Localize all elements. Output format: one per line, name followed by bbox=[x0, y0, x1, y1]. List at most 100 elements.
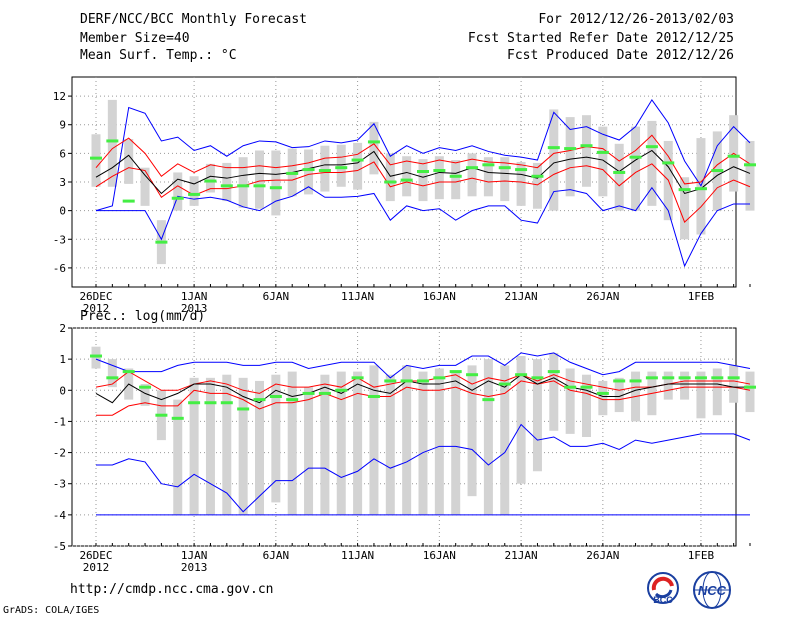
member-size-label: Member Size=40 bbox=[80, 31, 190, 46]
obs-marker bbox=[498, 382, 511, 386]
obs-marker bbox=[678, 376, 691, 380]
x-tick-label: 26JAN bbox=[586, 290, 619, 303]
obs-marker bbox=[155, 413, 168, 417]
range-box bbox=[271, 150, 281, 216]
range-box bbox=[385, 153, 395, 202]
y-tick-label: -3 bbox=[53, 478, 66, 491]
obs-marker bbox=[220, 184, 233, 188]
range-box bbox=[467, 365, 477, 497]
range-box bbox=[532, 359, 542, 472]
range-box bbox=[385, 374, 395, 515]
y-tick-label: 3 bbox=[59, 176, 66, 189]
range-box bbox=[140, 167, 150, 206]
obs-marker bbox=[106, 139, 119, 143]
obs-marker bbox=[629, 155, 642, 159]
obs-marker bbox=[318, 391, 331, 395]
x-tick-label: 11JAN bbox=[341, 549, 374, 562]
range-box bbox=[483, 359, 493, 515]
range-box bbox=[680, 177, 690, 240]
source-url[interactable]: http://cmdp.ncc.cma.gov.cn bbox=[70, 582, 274, 597]
range-box bbox=[680, 371, 690, 400]
y-tick-label: 0 bbox=[59, 384, 66, 397]
range-box bbox=[696, 371, 706, 419]
x-tick-label: 26DEC bbox=[79, 549, 112, 562]
x-tick-label: 6JAN bbox=[263, 549, 290, 562]
obs-marker bbox=[433, 376, 446, 380]
range-box bbox=[402, 156, 412, 197]
obs-marker bbox=[367, 140, 380, 144]
obs-marker bbox=[613, 170, 626, 174]
range-box bbox=[745, 371, 755, 413]
range-box bbox=[582, 374, 591, 437]
obs-marker bbox=[564, 385, 577, 389]
obs-marker bbox=[694, 187, 707, 191]
x-tick-year: 2013 bbox=[181, 561, 208, 574]
range-box bbox=[369, 365, 379, 515]
y-tick-label: 9 bbox=[59, 119, 66, 132]
x-tick-label: 1FEB bbox=[688, 549, 715, 562]
obs-marker bbox=[171, 416, 184, 420]
range-box bbox=[353, 371, 363, 515]
range-box bbox=[663, 371, 673, 400]
x-tick-label: 21JAN bbox=[505, 290, 538, 303]
range-box bbox=[549, 352, 559, 431]
series-max-line bbox=[95, 99, 751, 212]
range-box bbox=[532, 162, 542, 209]
x-tick-year: 2013 bbox=[181, 302, 208, 315]
y-tick-label: -2 bbox=[53, 447, 66, 460]
range-box bbox=[434, 156, 444, 200]
x-tick-label: 26JAN bbox=[586, 549, 619, 562]
obs-marker bbox=[580, 144, 593, 148]
x-tick-label: 21JAN bbox=[505, 549, 538, 562]
obs-marker bbox=[417, 379, 429, 383]
range-box bbox=[549, 109, 559, 211]
range-box bbox=[91, 346, 101, 369]
range-box bbox=[205, 163, 215, 193]
obs-marker bbox=[318, 169, 331, 173]
obs-marker bbox=[596, 150, 609, 154]
obs-marker bbox=[580, 385, 593, 389]
x-tick-label: 1JAN bbox=[181, 549, 208, 562]
obs-marker bbox=[384, 379, 397, 383]
y-tick-label: -6 bbox=[53, 262, 66, 275]
range-box bbox=[712, 368, 722, 416]
obs-marker bbox=[547, 370, 560, 374]
range-box bbox=[173, 172, 183, 211]
obs-marker bbox=[188, 192, 201, 196]
obs-marker bbox=[171, 196, 184, 200]
obs-marker bbox=[531, 174, 544, 178]
bcc-logo-text: BCC bbox=[653, 595, 673, 605]
obs-marker bbox=[122, 370, 135, 374]
range-box bbox=[451, 371, 461, 515]
obs-marker bbox=[564, 147, 577, 151]
obs-marker bbox=[237, 407, 250, 411]
range-box bbox=[238, 157, 248, 208]
obs-marker bbox=[237, 184, 250, 188]
range-box bbox=[173, 399, 183, 515]
range-box bbox=[500, 365, 510, 515]
range-box bbox=[238, 377, 248, 515]
range-box bbox=[500, 157, 510, 202]
range-box bbox=[304, 387, 314, 515]
x-tick-label: 11JAN bbox=[341, 290, 374, 303]
obs-marker bbox=[400, 178, 413, 182]
obs-marker bbox=[335, 166, 348, 170]
obs-marker bbox=[351, 158, 364, 162]
obs-marker bbox=[286, 171, 299, 175]
range-box bbox=[255, 150, 264, 209]
fcst-started-date: Fcst Started Refer Date 2012/12/25 bbox=[467, 31, 734, 46]
y-tick-label: -4 bbox=[53, 509, 67, 522]
obs-marker bbox=[547, 146, 560, 150]
obs-marker bbox=[694, 376, 707, 380]
range-box bbox=[516, 161, 526, 206]
x-tick-label: 16JAN bbox=[423, 290, 456, 303]
obs-marker bbox=[384, 180, 397, 184]
obs-marker bbox=[188, 401, 201, 405]
obs-marker bbox=[515, 168, 528, 172]
obs-marker bbox=[449, 174, 462, 178]
obs-marker bbox=[302, 391, 315, 395]
obs-marker bbox=[220, 401, 233, 405]
y-tick-label: 0 bbox=[59, 205, 66, 218]
obs-marker bbox=[351, 376, 364, 380]
range-box bbox=[565, 368, 575, 434]
